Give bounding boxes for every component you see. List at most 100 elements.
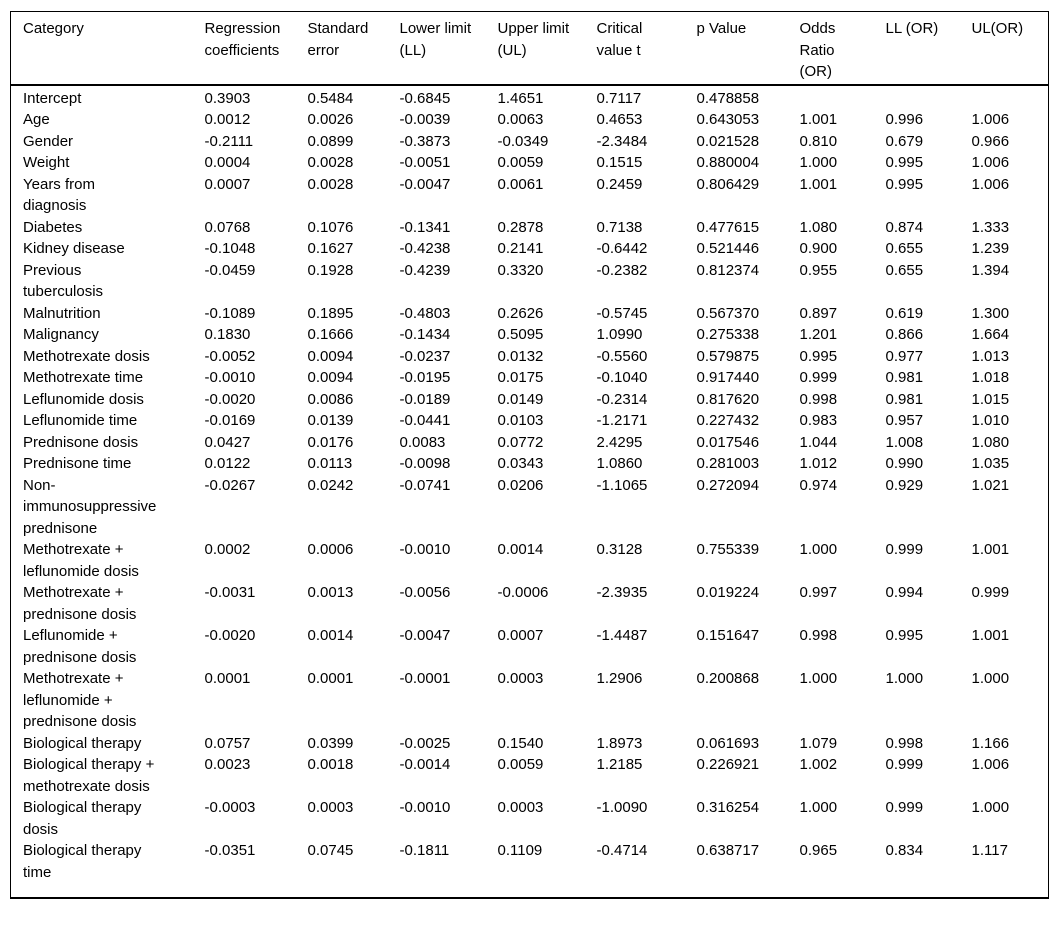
category-cell: Non-immunosuppressive prednisone (23, 476, 157, 537)
value-cell: 1.021 (971, 476, 1010, 494)
category-cell: Biological therapy dosis (23, 799, 142, 838)
category-cell: Age (23, 111, 50, 128)
value-cell: -0.0010 (399, 541, 451, 558)
table-row: Leflunomide time -0.0169 0.0139 -0.0441 0.01… (11, 410, 1049, 432)
value-cell: 0.679 (885, 132, 924, 150)
value-cell: 0.0757 (204, 734, 251, 752)
value-cell: 0.0086 (307, 390, 354, 408)
value-cell: 0.966 (971, 132, 1010, 150)
value-cell: 2.4295 (596, 433, 643, 451)
value-cell: 1.001 (799, 175, 838, 193)
value-cell: 0.1540 (497, 734, 544, 752)
table-row: Methotrexate + prednisone dosis -0.0031 0.… (11, 582, 1049, 625)
value-cell: 0.929 (885, 476, 924, 494)
value-cell: -0.4714 (596, 842, 648, 859)
value-cell: -0.0237 (399, 347, 451, 365)
value-cell: -0.0441 (399, 412, 451, 429)
value-cell: -0.2111 (204, 132, 254, 150)
value-cell: 1.4651 (497, 89, 544, 107)
value-cell: 0.0004 (204, 154, 251, 171)
value-cell: 0.0061 (497, 175, 544, 193)
value-cell: 0.0028 (307, 175, 354, 193)
value-cell: 0.999 (885, 756, 924, 773)
category-cell: Malnutrition (23, 304, 101, 322)
value-cell: 0.2626 (497, 304, 544, 322)
value-cell: -0.1811 (399, 842, 450, 859)
value-cell: 1.000 (799, 154, 838, 171)
value-cell: 0.1830 (204, 326, 251, 343)
category-cell: Biological therapy (23, 734, 142, 752)
value-cell: 0.0103 (497, 412, 544, 429)
value-cell: 0.997 (799, 584, 838, 601)
value-cell: 0.0242 (307, 476, 354, 494)
value-cell: 1.006 (971, 175, 1010, 193)
value-cell: 0.999 (971, 584, 1010, 601)
value-cell: 0.1076 (307, 218, 354, 236)
value-cell: 0.0175 (497, 369, 544, 386)
value-cell: 1.012 (799, 455, 838, 472)
col-header-ul-or: UL(OR) (959, 11, 1049, 86)
value-cell: -0.0001 (399, 670, 451, 687)
value-cell: 0.019224 (696, 584, 760, 601)
value-cell: -0.1089 (204, 304, 256, 322)
col-header-standard-error: Standard error (295, 11, 388, 86)
value-cell: 1.394 (971, 261, 1010, 279)
value-cell: 1.006 (971, 111, 1010, 128)
value-cell: 0.151647 (696, 627, 760, 644)
table-row: Methotrexate dosis -0.0052 0.0094 -0.0237 0.… (11, 346, 1049, 368)
value-cell: -0.0020 (204, 390, 256, 408)
value-cell (960, 85, 1049, 110)
value-cell: -0.0098 (399, 455, 451, 472)
value-cell: 0.0059 (497, 154, 544, 171)
value-cell: 0.755339 (696, 541, 760, 558)
value-cell: 1.2906 (596, 670, 643, 687)
value-cell: 0.0003 (497, 670, 544, 687)
value-cell: -0.0169 (204, 412, 256, 429)
value-cell: 0.638717 (696, 842, 760, 859)
category-cell: Years from diagnosis (23, 175, 95, 215)
value-cell: -1.4487 (596, 627, 648, 644)
value-cell: 0.2459 (596, 175, 643, 193)
value-cell: 0.0059 (497, 756, 544, 773)
value-cell: 0.998 (799, 627, 838, 644)
value-cell: -0.0349 (497, 132, 549, 150)
regression-results-table: Category Regression coefficients Standar… (10, 11, 1049, 899)
value-cell: -0.2382 (596, 261, 648, 279)
value-cell: -0.0025 (399, 734, 451, 752)
value-cell: 1.000 (971, 670, 1010, 687)
value-cell: 0.655 (885, 261, 924, 279)
value-cell: 0.0132 (497, 347, 544, 365)
col-header-upper-limit: Upper limit (UL) (485, 11, 585, 86)
value-cell: 0.281003 (696, 455, 760, 472)
value-cell: 0.0094 (307, 369, 354, 386)
value-cell: 0.1627 (307, 240, 354, 257)
table-row: Kidney disease -0.1048 0.1627 -0.4238 0.2141… (11, 238, 1049, 260)
value-cell: -0.1341 (399, 218, 451, 236)
value-cell: -0.1434 (399, 326, 451, 343)
value-cell: 0.579875 (696, 347, 760, 365)
value-cell: 0.0122 (204, 455, 251, 472)
value-cell: 0.817620 (696, 390, 760, 408)
value-cell (874, 85, 960, 110)
value-cell: 0.957 (885, 412, 924, 429)
value-cell: 0.965 (799, 842, 838, 859)
value-cell: 0.0427 (204, 433, 251, 451)
table-body: Intercept 0.3903 0.5484 -0.6845 1.4651 0.7117… (11, 85, 1049, 899)
value-cell: 0.810 (799, 132, 838, 150)
value-cell: -0.0047 (399, 175, 451, 193)
value-cell: 0.0026 (307, 111, 354, 128)
value-cell: 0.1515 (596, 154, 643, 171)
value-cell: 0.0014 (497, 541, 544, 558)
value-cell: 0.995 (885, 627, 924, 644)
value-cell: 1.008 (885, 433, 924, 451)
value-cell: 0.983 (799, 412, 838, 429)
value-cell: 1.018 (971, 369, 1010, 386)
value-cell: 0.3128 (596, 541, 643, 558)
value-cell: 0.995 (799, 347, 838, 365)
value-cell: -0.2314 (596, 390, 648, 408)
value-cell: 0.812374 (696, 261, 760, 279)
value-cell: -0.0351 (204, 842, 256, 859)
value-cell: 0.1666 (307, 326, 354, 343)
value-cell: 1.010 (971, 412, 1010, 429)
col-header-odds-ratio: Odds Ratio (OR) (787, 11, 874, 86)
